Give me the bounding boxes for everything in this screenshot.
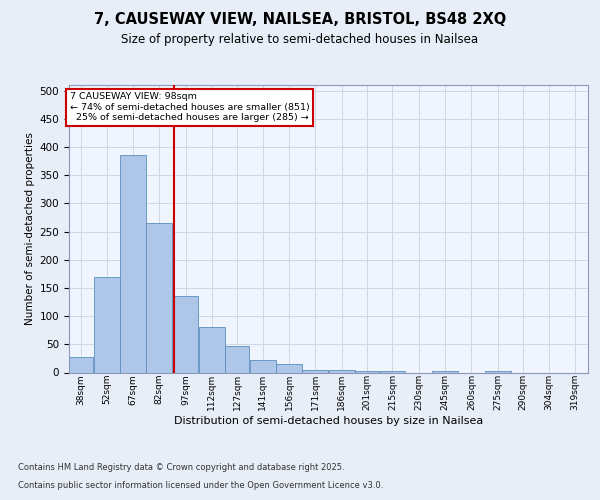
Bar	[329, 370, 355, 372]
Bar	[380, 371, 406, 372]
Bar	[302, 370, 328, 372]
Bar	[355, 371, 379, 372]
Bar	[69, 356, 93, 372]
Bar	[199, 328, 225, 372]
Text: Contains HM Land Registry data © Crown copyright and database right 2025.: Contains HM Land Registry data © Crown c…	[18, 464, 344, 472]
Bar	[432, 371, 458, 372]
Bar	[485, 371, 511, 372]
Text: Contains public sector information licensed under the Open Government Licence v3: Contains public sector information licen…	[18, 481, 383, 490]
Bar	[173, 296, 199, 372]
Y-axis label: Number of semi-detached properties: Number of semi-detached properties	[25, 132, 35, 325]
Text: 7 CAUSEWAY VIEW: 98sqm
← 74% of semi-detached houses are smaller (851)
  25% of : 7 CAUSEWAY VIEW: 98sqm ← 74% of semi-det…	[70, 92, 310, 122]
Bar	[276, 364, 302, 372]
Text: 7, CAUSEWAY VIEW, NAILSEA, BRISTOL, BS48 2XQ: 7, CAUSEWAY VIEW, NAILSEA, BRISTOL, BS48…	[94, 12, 506, 28]
Bar	[146, 223, 172, 372]
Bar	[120, 156, 146, 372]
X-axis label: Distribution of semi-detached houses by size in Nailsea: Distribution of semi-detached houses by …	[174, 416, 483, 426]
Text: Size of property relative to semi-detached houses in Nailsea: Size of property relative to semi-detach…	[121, 32, 479, 46]
Bar	[226, 346, 250, 372]
Bar	[94, 276, 119, 372]
Bar	[250, 360, 275, 372]
